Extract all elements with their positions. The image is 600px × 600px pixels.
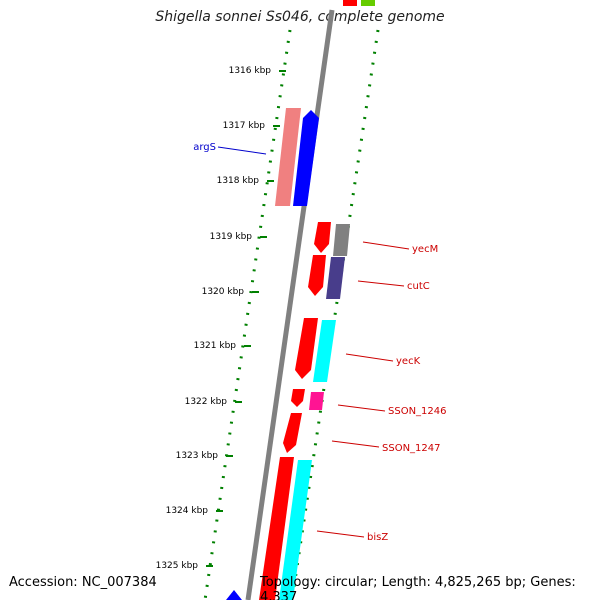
tick-label: 1323 kbp	[176, 451, 219, 461]
gene-label-bisZ: bisZ	[367, 532, 388, 543]
gene-arrow-yecM	[314, 222, 331, 253]
top-feature-green	[361, 0, 375, 6]
gene-arrow-SSON_1247	[283, 413, 302, 453]
tick-label: 1321 kbp	[194, 341, 237, 351]
tick-label: 1318 kbp	[217, 176, 260, 186]
gene-arrow-yecK	[295, 318, 318, 379]
gene-bar-yecK-cog	[313, 320, 336, 382]
tick-label: 1320 kbp	[202, 287, 245, 297]
gene-arrow-bisZ	[259, 457, 294, 600]
top-feature-red	[343, 0, 357, 6]
gene-bar-cutC-cog	[326, 257, 345, 299]
tick-marks	[206, 70, 286, 567]
tick-label: 1319 kbp	[210, 232, 253, 242]
gene-bar-argS-rna	[275, 108, 301, 206]
gene-label-SSON_1246: SSON_1246	[388, 406, 447, 417]
accession-text: Accession: NC_007384	[9, 575, 157, 590]
gene-label-argS: argS	[193, 142, 216, 153]
dotted-ring-right	[290, 29, 380, 600]
gene-arrow-cutC	[308, 255, 326, 296]
gene-arrow-SSON_1246	[291, 389, 305, 407]
tick-label: 1322 kbp	[185, 397, 228, 407]
genome-title: Shigella sonnei Ss046, complete genome	[155, 9, 445, 25]
gene-bar-SSON_1246-cog	[309, 392, 324, 410]
gene-bar-bisZ-cog	[279, 460, 312, 600]
leader-argS	[217, 146, 267, 155]
leader-cutC	[357, 280, 405, 287]
tick-label: 1317 kbp	[223, 121, 266, 131]
tick-label: 1316 kbp	[229, 66, 272, 76]
tick-label: 1325 kbp	[156, 561, 199, 571]
gene-bar-yecM-cog	[333, 224, 350, 256]
tick-label: 1324 kbp	[166, 506, 209, 516]
tick-labels: 1316 kbp 1317 kbp 1318 kbp 1319 kbp 1320…	[156, 66, 272, 571]
gene-arrow-argS	[293, 110, 319, 206]
leader-SSON_1247	[331, 440, 380, 448]
gene-arrow-bottom-partial	[226, 590, 242, 600]
gene-label-SSON_1247: SSON_1247	[382, 443, 441, 454]
genome-summary-text: Topology: circular; Length: 4,825,265 bp…	[260, 575, 576, 600]
leader-SSON_1246	[337, 404, 386, 412]
gene-label-yecM: yecM	[412, 244, 438, 255]
leader-bisZ	[316, 530, 365, 538]
leader-yecK	[345, 353, 394, 362]
gene-label-cutC: cutC	[407, 281, 430, 292]
genome-backbone	[245, 9, 335, 600]
leader-yecM	[362, 241, 410, 250]
gene-label-yecK: yecK	[396, 356, 421, 367]
